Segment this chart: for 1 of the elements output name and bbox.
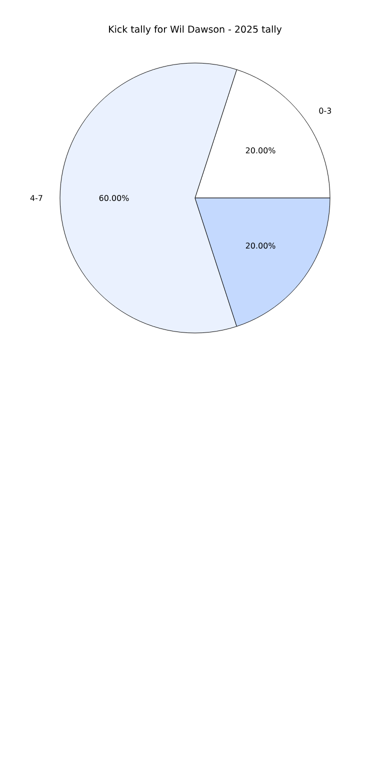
chart-title: Kick tally for Wil Dawson - 2025 tally [109, 25, 282, 35]
